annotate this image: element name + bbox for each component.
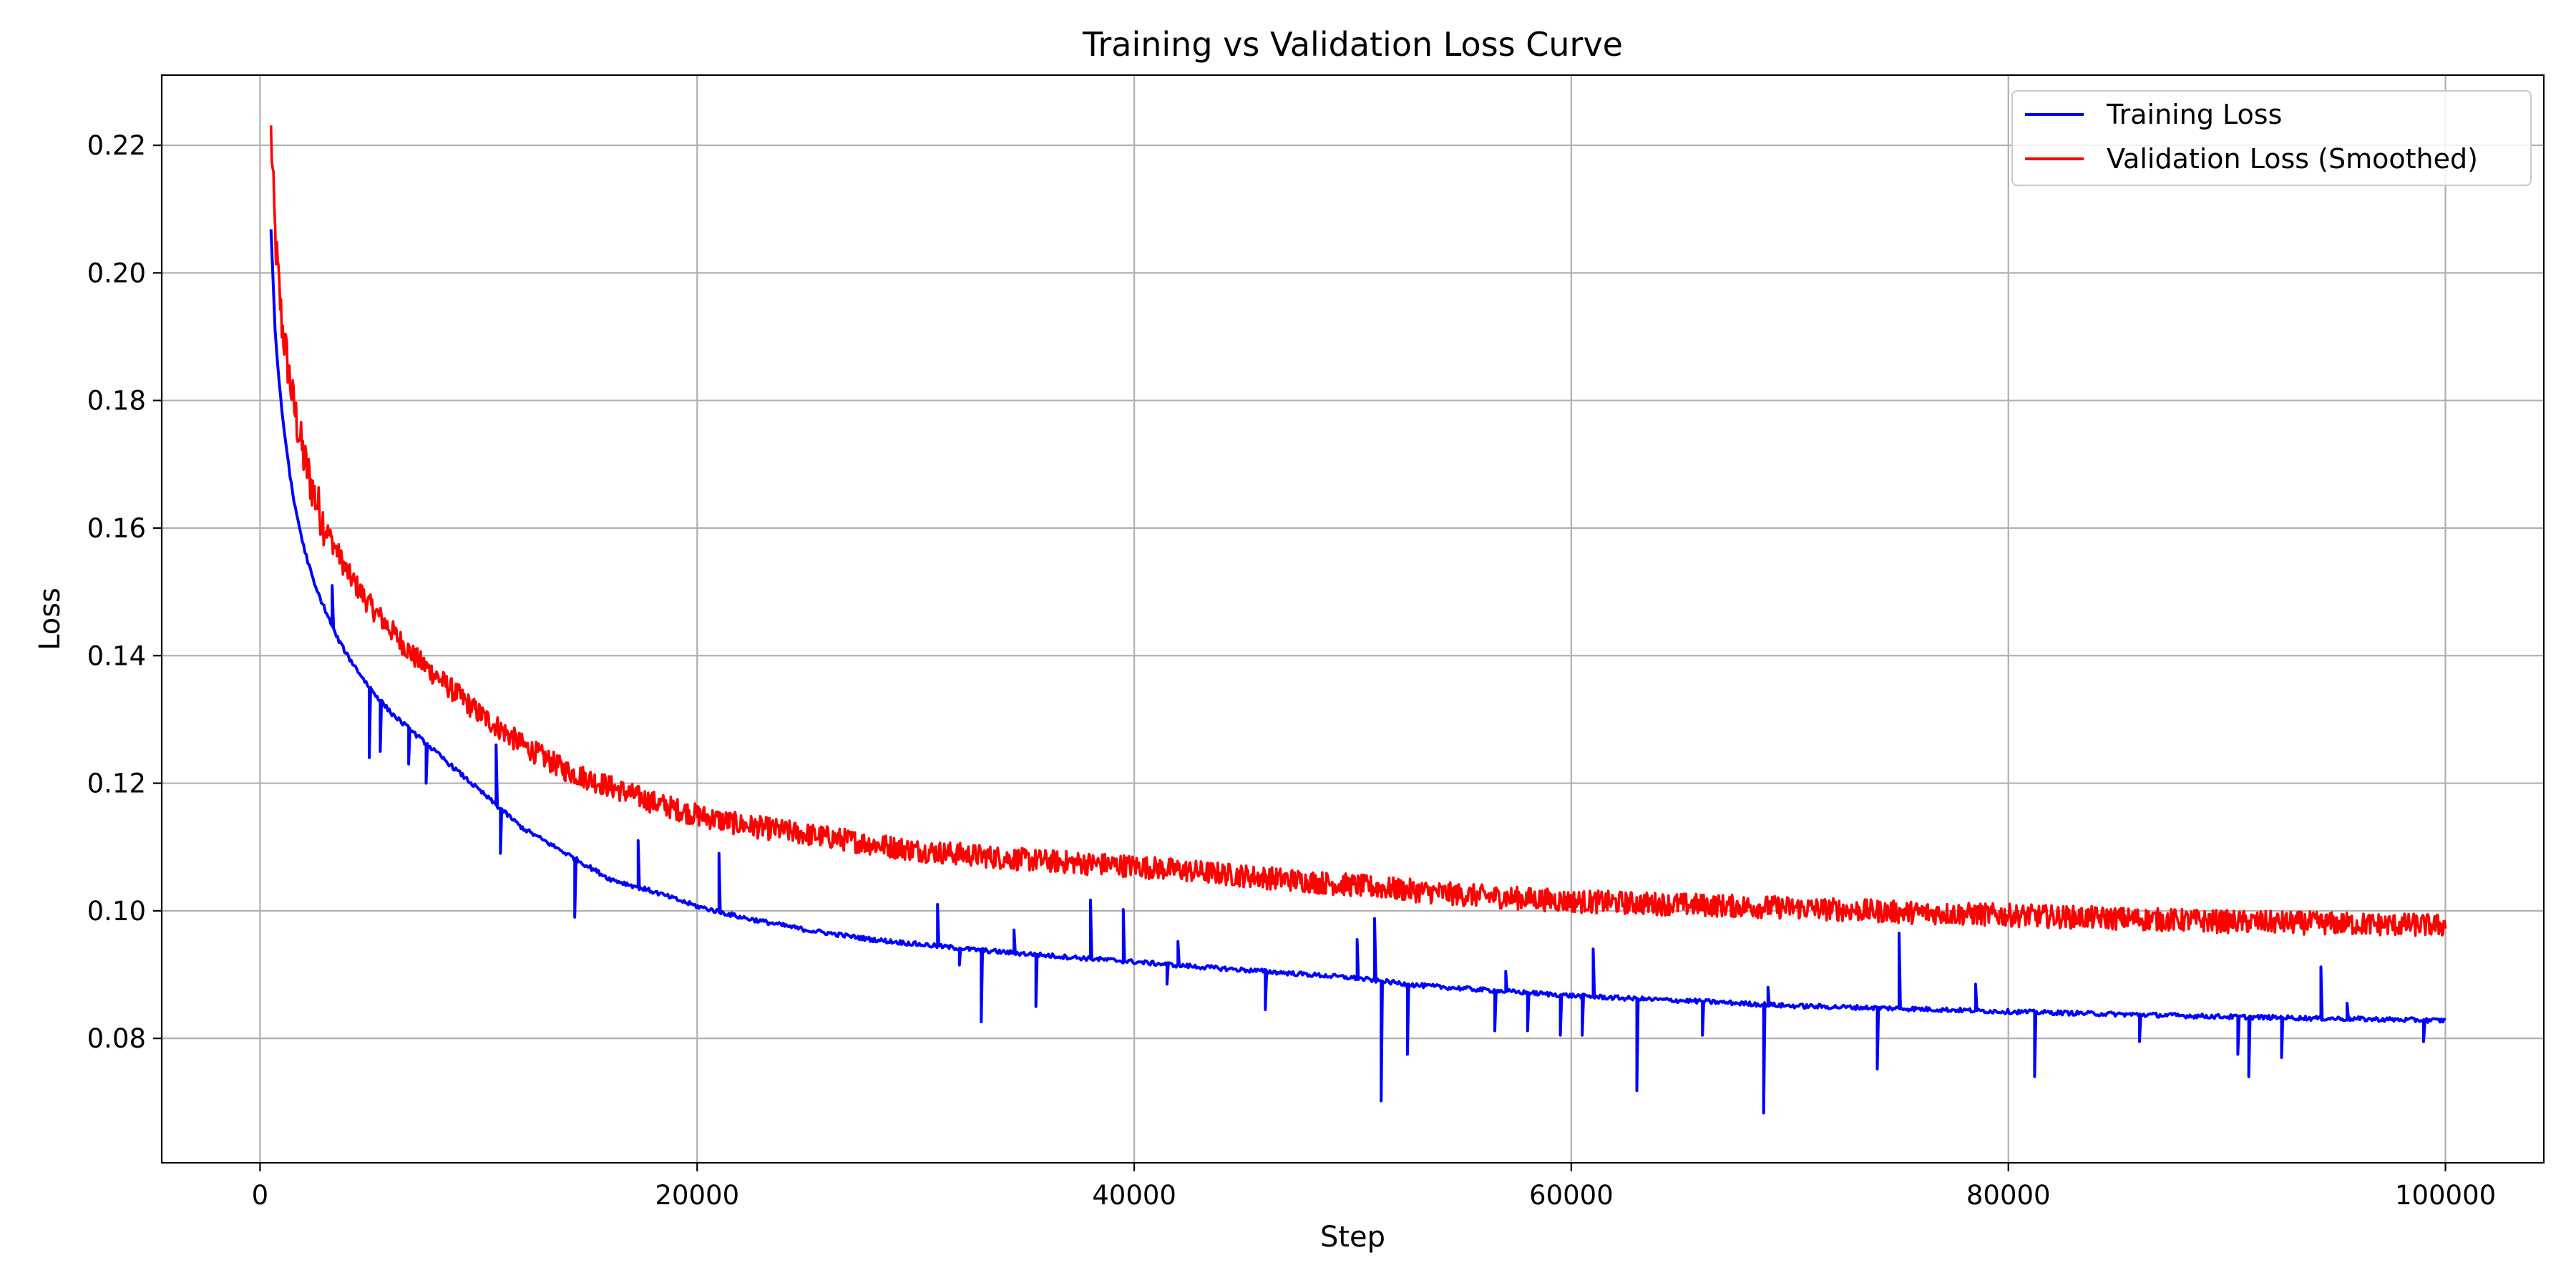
- y-tick-label: 0.14: [87, 640, 146, 671]
- validation-loss-line: [269, 125, 2447, 937]
- y-axis-ticks: 0.08 0.10 0.12 0.14 0.16 0.18 0.20 0.22: [87, 130, 162, 1054]
- y-tick-label: 0.16: [87, 513, 146, 544]
- series-layer: [269, 125, 2447, 1115]
- legend-label-validation: Validation Loss (Smoothed): [2107, 143, 2478, 175]
- training-loss-line: [269, 229, 2446, 1115]
- y-tick-label: 0.10: [87, 896, 146, 927]
- y-tick-label: 0.22: [87, 130, 146, 161]
- chart-title: Training vs Validation Loss Curve: [1082, 25, 1623, 64]
- y-tick-label: 0.12: [87, 769, 146, 799]
- x-tick-label: 60000: [1529, 1180, 1614, 1211]
- grid-lines: [162, 75, 2544, 1163]
- y-axis-label: Loss: [34, 587, 67, 650]
- legend: Training Loss Validation Loss (Smoothed): [2011, 89, 2532, 187]
- x-tick-label: 100000: [2395, 1180, 2496, 1211]
- y-tick-label: 0.18: [87, 386, 146, 416]
- x-tick-label: 0: [252, 1180, 269, 1211]
- y-tick-label: 0.08: [87, 1023, 146, 1054]
- x-axis-label: Step: [1320, 1221, 1385, 1254]
- y-tick-label: 0.20: [87, 258, 146, 288]
- legend-box: [2011, 89, 2532, 187]
- x-tick-label: 40000: [1092, 1180, 1176, 1211]
- x-axis-ticks: 0 20000 40000 60000 80000 100000: [252, 1163, 2496, 1211]
- x-tick-label: 80000: [1966, 1180, 2051, 1211]
- x-tick-label: 20000: [655, 1180, 739, 1211]
- legend-label-training: Training Loss: [2106, 99, 2282, 130]
- plot-frame: [160, 74, 2545, 1164]
